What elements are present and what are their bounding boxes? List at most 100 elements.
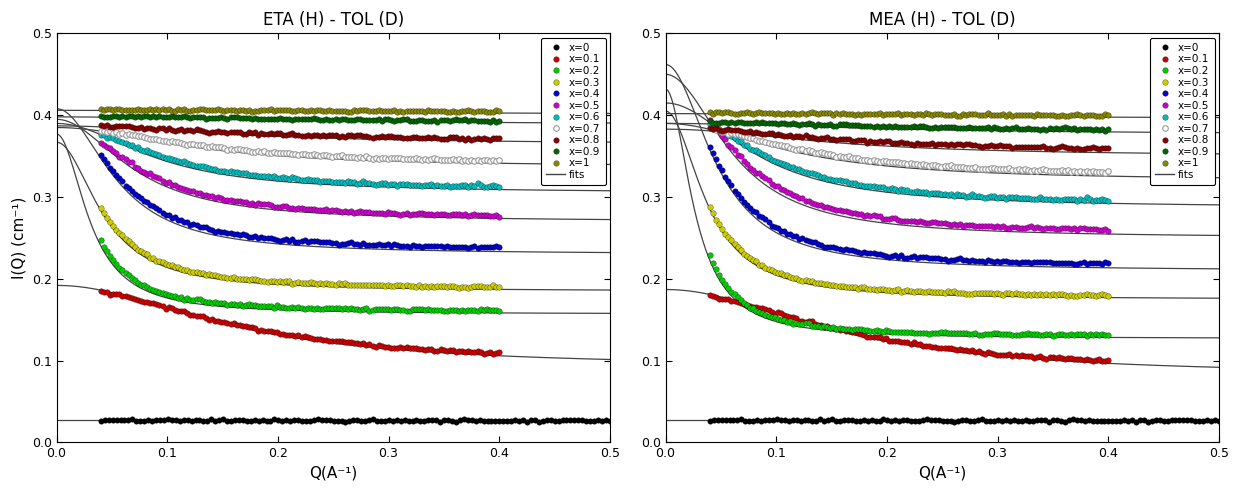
x=0.3 [93, 205, 108, 211]
x=0.6 [965, 190, 980, 196]
x=0 [315, 418, 330, 424]
x=0.1 [476, 351, 491, 357]
x=0.9 [1101, 126, 1116, 132]
x=0.8 [1014, 144, 1029, 150]
x=0.6 [461, 184, 476, 190]
Line: x=0.1: x=0.1 [98, 288, 502, 357]
x=0.2 [263, 304, 278, 309]
x=0.8 [201, 129, 216, 135]
x=0.1 [405, 344, 420, 350]
x=0 [236, 417, 250, 423]
x=0.3 [201, 272, 216, 277]
x=0.2 [965, 331, 980, 337]
x=0.1 [1014, 352, 1029, 358]
x=0.4 [811, 242, 826, 247]
x=0.6 [405, 182, 420, 188]
x=0.9 [702, 119, 717, 124]
x=1 [112, 106, 126, 112]
x=0.3 [909, 288, 924, 294]
Line: x=0.5: x=0.5 [98, 140, 502, 219]
x=0.9 [909, 124, 924, 130]
x=1 [813, 110, 828, 116]
x=0.4 [1014, 259, 1029, 265]
x=0.3 [492, 284, 507, 290]
Line: x=0.3: x=0.3 [98, 205, 502, 291]
x=0.7 [489, 158, 503, 164]
x=0.8 [872, 138, 887, 144]
x=0.3 [702, 204, 717, 210]
Line: x=0.6: x=0.6 [98, 132, 502, 190]
x=0.4 [702, 144, 717, 150]
x=0.5 [458, 211, 472, 217]
x=0.2 [1014, 331, 1029, 337]
x=0.9 [996, 126, 1011, 132]
x=0.1 [300, 335, 315, 340]
x=0.3 [1101, 293, 1116, 299]
x=0.4 [461, 245, 476, 251]
Line: x=0.9: x=0.9 [98, 113, 502, 125]
x=0.6 [263, 174, 278, 180]
x=0.5 [93, 140, 108, 146]
x=0.1 [702, 292, 717, 298]
x=0.1 [811, 322, 826, 328]
x=0.9 [205, 115, 219, 121]
X-axis label: Q(A⁻¹): Q(A⁻¹) [309, 466, 357, 481]
x=0.7 [356, 154, 371, 160]
x=0.5 [492, 214, 507, 219]
x=0.3 [811, 280, 826, 286]
x=0.5 [443, 212, 458, 218]
x=0.6 [872, 184, 887, 190]
x=0.8 [702, 125, 717, 131]
x=1 [93, 106, 108, 112]
x=0.9 [93, 113, 108, 119]
x=0.9 [965, 125, 980, 131]
X-axis label: Q(A⁻¹): Q(A⁻¹) [918, 466, 966, 481]
x=0.8 [1066, 147, 1081, 153]
x=0.2 [93, 237, 108, 243]
x=0.5 [430, 211, 445, 217]
x=0.7 [93, 127, 108, 133]
x=0 [1105, 418, 1120, 424]
x=0.6 [811, 172, 826, 178]
x=1 [358, 107, 373, 113]
x=0.9 [358, 117, 373, 123]
Line: x=0.2: x=0.2 [707, 252, 1111, 339]
x=0.6 [1014, 195, 1029, 201]
x=0.6 [996, 194, 1011, 200]
x=0.7 [405, 156, 420, 162]
x=1 [492, 108, 507, 114]
x=0.7 [965, 165, 980, 171]
x=0 [496, 418, 511, 424]
x=0.1 [263, 328, 278, 334]
x=0 [603, 418, 618, 424]
x=0.4 [909, 255, 924, 261]
x=0.8 [405, 134, 420, 140]
x=0 [160, 416, 175, 422]
x=0.4 [996, 258, 1011, 264]
x=0.5 [1066, 225, 1081, 231]
x=0.2 [300, 305, 315, 311]
x=0.8 [492, 135, 507, 141]
x=0.7 [263, 151, 278, 156]
Line: x=0.6: x=0.6 [707, 121, 1111, 204]
x=0.7 [1101, 168, 1116, 174]
x=0.3 [263, 278, 278, 284]
x=0.9 [267, 116, 281, 122]
x=0.6 [1101, 198, 1116, 204]
x=0.9 [872, 123, 887, 129]
x=0.3 [1070, 293, 1085, 299]
Line: x=0.7: x=0.7 [707, 125, 1111, 175]
x=0.7 [702, 125, 717, 131]
x=0.7 [300, 152, 315, 158]
x=0 [702, 418, 717, 424]
x=0.9 [122, 113, 136, 119]
Line: x=0.4: x=0.4 [707, 144, 1111, 267]
Line: x=0.7: x=0.7 [98, 128, 502, 164]
x=0.9 [811, 122, 826, 127]
x=0.2 [492, 308, 507, 313]
x=0.7 [1097, 170, 1112, 176]
Line: x=0.8: x=0.8 [98, 123, 502, 143]
x=0.1 [356, 340, 371, 346]
x=0 [1042, 419, 1056, 425]
x=0.1 [201, 317, 216, 323]
